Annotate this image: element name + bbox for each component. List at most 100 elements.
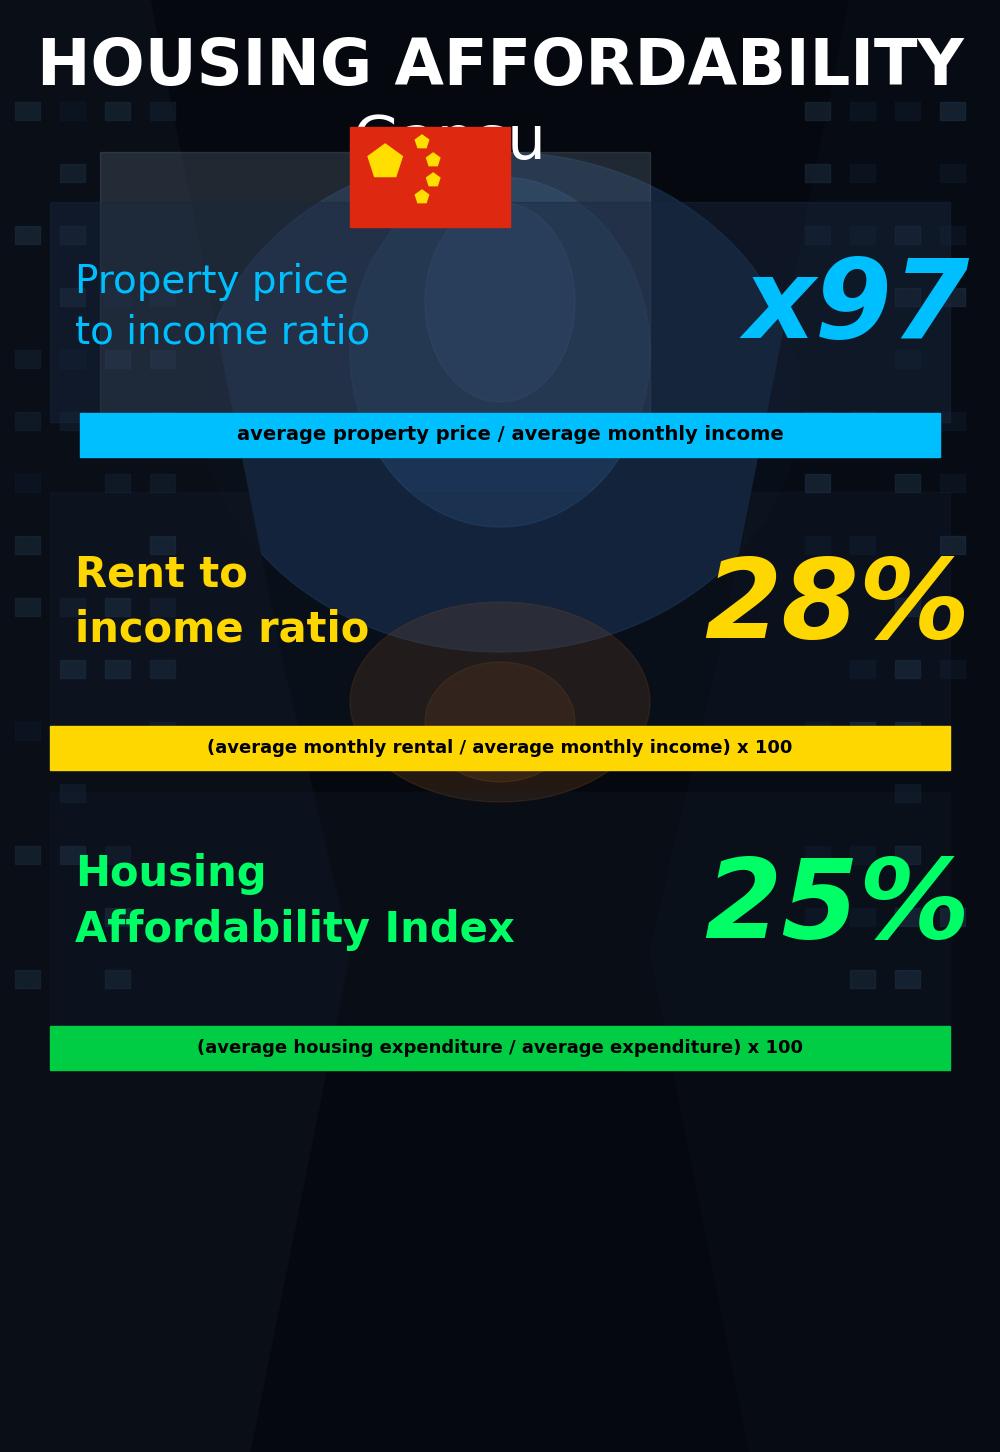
Bar	[805, 722, 830, 741]
Bar	[150, 350, 175, 367]
Bar	[805, 227, 830, 244]
Text: HOUSING AFFORDABILITY: HOUSING AFFORDABILITY	[37, 36, 963, 97]
Bar	[895, 722, 920, 741]
Bar	[805, 102, 830, 121]
Ellipse shape	[425, 662, 575, 783]
Bar	[15, 350, 40, 367]
Bar	[60, 598, 85, 616]
Bar	[15, 722, 40, 741]
Bar	[895, 350, 920, 367]
Text: Gansu: Gansu	[353, 112, 547, 171]
Bar	[105, 847, 130, 864]
Bar	[15, 412, 40, 430]
Bar	[15, 227, 40, 244]
Text: 28%: 28%	[704, 553, 970, 661]
Bar	[895, 847, 920, 864]
Text: x97: x97	[744, 254, 970, 360]
Bar	[60, 661, 85, 678]
Bar	[805, 473, 830, 492]
Bar	[805, 536, 830, 555]
Text: Property price
to income ratio: Property price to income ratio	[75, 263, 370, 351]
Bar	[60, 784, 85, 802]
Bar	[805, 412, 830, 430]
Bar	[60, 164, 85, 182]
Bar	[895, 970, 920, 987]
Bar	[15, 536, 40, 555]
Bar	[50, 202, 950, 423]
Bar	[895, 227, 920, 244]
Bar	[15, 102, 40, 121]
Bar	[850, 661, 875, 678]
Bar	[940, 661, 965, 678]
Bar	[15, 847, 40, 864]
Bar	[15, 970, 40, 987]
Bar	[60, 227, 85, 244]
Bar	[15, 598, 40, 616]
Bar	[60, 847, 85, 864]
Bar	[850, 164, 875, 182]
Bar	[940, 164, 965, 182]
Bar	[60, 102, 85, 121]
Bar	[850, 412, 875, 430]
Text: average property price / average monthly income: average property price / average monthly…	[237, 425, 783, 444]
Bar	[150, 287, 175, 306]
Bar	[80, 412, 940, 457]
Bar	[805, 164, 830, 182]
Bar	[805, 847, 830, 864]
Text: Rent to
income ratio: Rent to income ratio	[75, 553, 369, 650]
Bar	[105, 350, 130, 367]
Bar	[940, 473, 965, 492]
Polygon shape	[650, 0, 1000, 1452]
Bar	[350, 126, 510, 227]
Bar	[50, 492, 950, 732]
Bar	[850, 536, 875, 555]
Polygon shape	[0, 0, 350, 1452]
Bar	[50, 726, 950, 770]
Bar	[150, 661, 175, 678]
Bar	[150, 536, 175, 555]
Bar	[850, 847, 875, 864]
Bar	[150, 722, 175, 741]
Bar	[940, 908, 965, 926]
Bar	[850, 227, 875, 244]
Bar	[940, 536, 965, 555]
Bar	[50, 791, 950, 1032]
Bar	[100, 152, 650, 433]
Bar	[850, 722, 875, 741]
Text: 25%: 25%	[704, 854, 970, 961]
Bar	[940, 287, 965, 306]
Text: Housing
Affordability Index: Housing Affordability Index	[75, 854, 515, 951]
Bar	[850, 970, 875, 987]
Bar	[50, 1027, 950, 1070]
Bar	[15, 473, 40, 492]
Bar	[60, 412, 85, 430]
Bar	[895, 598, 920, 616]
Bar	[105, 473, 130, 492]
Bar	[150, 412, 175, 430]
Bar	[895, 473, 920, 492]
Bar	[940, 102, 965, 121]
Text: (average housing expenditure / average expenditure) x 100: (average housing expenditure / average e…	[197, 1040, 803, 1057]
Ellipse shape	[350, 177, 650, 527]
Bar	[105, 287, 130, 306]
Ellipse shape	[350, 603, 650, 802]
Bar	[105, 970, 130, 987]
Bar	[895, 661, 920, 678]
Bar	[895, 784, 920, 802]
Bar	[850, 908, 875, 926]
Bar	[105, 598, 130, 616]
Bar	[60, 350, 85, 367]
Bar	[150, 598, 175, 616]
Bar	[105, 661, 130, 678]
Bar	[105, 908, 130, 926]
Bar	[940, 412, 965, 430]
Bar	[150, 473, 175, 492]
Bar	[850, 102, 875, 121]
Ellipse shape	[425, 202, 575, 402]
Ellipse shape	[200, 152, 800, 652]
Bar	[940, 227, 965, 244]
Bar	[105, 102, 130, 121]
Bar	[895, 908, 920, 926]
Bar	[60, 287, 85, 306]
Text: (average monthly rental / average monthly income) x 100: (average monthly rental / average monthl…	[207, 739, 793, 756]
